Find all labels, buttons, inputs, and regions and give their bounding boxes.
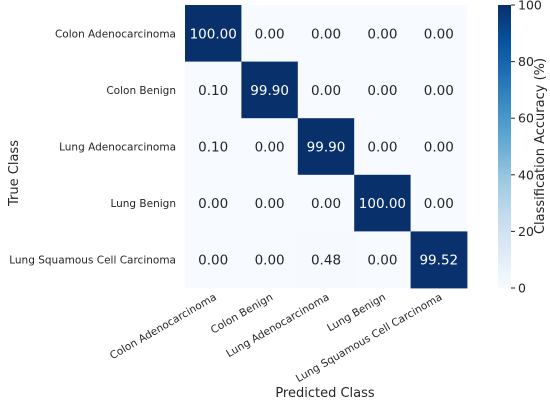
cell-value-label: 0.00 xyxy=(311,196,341,212)
cell-value-label: 0.00 xyxy=(311,26,341,42)
heatmap-cell xyxy=(185,61,242,119)
cell-value-label: 0.00 xyxy=(255,140,285,156)
x-axis-label: Predicted Class xyxy=(275,386,375,401)
cell-value-label: 0.00 xyxy=(311,83,341,99)
cell-value-label: 99.52 xyxy=(419,253,458,269)
heatmap-cell xyxy=(410,118,468,176)
cell-value-label: 0.00 xyxy=(367,140,397,156)
cell-value-label: 0.00 xyxy=(255,196,285,212)
y-axis-label: True Class xyxy=(7,140,22,207)
cell-value-label: 0.00 xyxy=(424,140,454,156)
heatmap-cell xyxy=(410,231,468,289)
colorbar-label: Classification Accuracy (%) xyxy=(533,58,548,234)
cell-value-label: 0.10 xyxy=(198,83,228,99)
cell-value-label: 0.00 xyxy=(367,83,397,99)
x-tick-label: Lung Adenocarcinoma xyxy=(224,291,331,360)
heatmap-cell xyxy=(297,174,355,232)
cell-value-label: 99.90 xyxy=(307,140,346,156)
colorbar xyxy=(498,5,511,288)
y-tick-label: Colon Adenocarcinoma xyxy=(55,28,176,40)
cell-value-label: 0.00 xyxy=(424,26,454,42)
heatmap-cell xyxy=(241,118,299,176)
cell-value-label: 0.48 xyxy=(311,253,341,269)
colorbar-ticks: 0 20 40 60 80 100 xyxy=(511,0,542,296)
heatmap-cell xyxy=(241,174,299,232)
y-tick-label: Lung Adenocarcinoma xyxy=(59,142,176,154)
colorbar-tick-label: 40 xyxy=(518,167,534,182)
x-tick-label: Colon Adenocarcinoma xyxy=(108,291,219,362)
heatmap-cell xyxy=(297,5,355,62)
heatmap-cell xyxy=(354,118,411,176)
heatmap-cells: 100.00 0.00 0.00 0.00 0.00 0.10 99.90 0.00 0.00 0… xyxy=(185,5,468,289)
y-tick-label: Lung Squamous Cell Carcinoma xyxy=(9,255,176,267)
y-tick-labels: Colon Adenocarcinoma Colon Benign Lung Ade… xyxy=(9,28,176,266)
heatmap-cell xyxy=(241,231,299,289)
cell-value-label: 0.00 xyxy=(198,196,228,212)
colorbar-tick-label: 0 xyxy=(518,281,526,296)
heatmap-cell xyxy=(354,174,411,232)
heatmap-cell xyxy=(185,174,242,232)
heatmap-cell xyxy=(354,5,411,62)
colorbar-tick-label: 60 xyxy=(518,111,534,126)
heatmap-cell xyxy=(354,231,411,289)
cell-value-label: 99.90 xyxy=(250,83,289,99)
cell-value-label: 0.00 xyxy=(255,26,285,42)
colorbar-tick-label: 80 xyxy=(518,54,534,69)
cell-value-label: 0.00 xyxy=(424,196,454,212)
heatmap-cell xyxy=(185,5,242,62)
heatmap-cell xyxy=(297,231,355,289)
heatmap-cell xyxy=(185,231,242,289)
y-tick-label: Colon Benign xyxy=(106,85,176,97)
colorbar-tick-label: 20 xyxy=(518,224,534,239)
heatmap-cell xyxy=(185,118,242,176)
heatmap-cell xyxy=(410,61,468,119)
cell-value-label: 0.00 xyxy=(424,83,454,99)
cell-value-label: 0.00 xyxy=(367,253,397,269)
cell-value-label: 100.00 xyxy=(359,196,406,212)
heatmap-cell xyxy=(241,61,299,119)
heatmap-cell xyxy=(410,174,468,232)
cell-value-label: 0.00 xyxy=(255,253,285,269)
heatmap-cell xyxy=(297,61,355,119)
colorbar-tick-label: 100 xyxy=(518,0,542,13)
heatmap-cell xyxy=(410,5,468,62)
y-tick-label: Lung Benign xyxy=(110,198,176,210)
cell-value-label: 0.00 xyxy=(198,253,228,269)
heatmap-cell xyxy=(297,118,355,176)
cell-value-label: 0.10 xyxy=(198,140,228,156)
cell-value-label: 0.00 xyxy=(367,26,397,42)
cell-value-label: 100.00 xyxy=(190,26,237,42)
heatmap-cell xyxy=(354,61,411,119)
heatmap-cell xyxy=(241,5,299,62)
